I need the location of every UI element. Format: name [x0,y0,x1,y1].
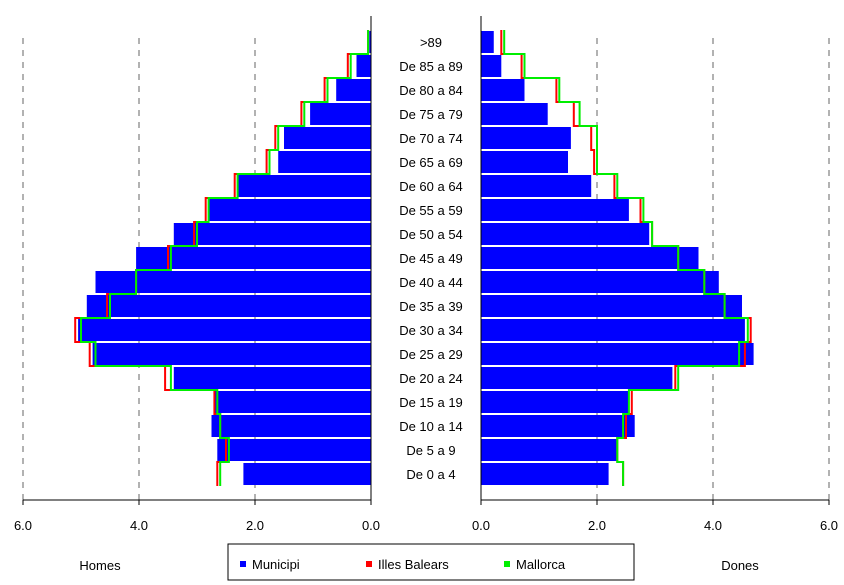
bar-homes [356,55,371,77]
x-tick-label: 6.0 [820,518,838,533]
legend-label: Municipi [252,557,300,572]
bar-homes [86,295,372,317]
bar-homes [78,319,371,341]
age-label: De 75 a 79 [399,107,463,122]
age-label: De 10 a 14 [399,419,463,434]
right-side-label: Dones [721,558,759,573]
bar-dones [481,343,754,365]
age-label: De 80 a 84 [399,83,463,98]
x-axes: 0.0 0.0 2.0 2.0 4.0 4.0 6.0 6.0 [14,16,838,533]
bar-dones [481,127,571,149]
bar-dones [481,55,502,77]
outline-homes-illes-balears [74,30,370,486]
bar-dones [481,439,618,461]
age-label: De 35 a 39 [399,299,463,314]
x-tick-label: 6.0 [14,518,32,533]
bar-homes [173,367,371,389]
x-tick-label: 2.0 [588,518,606,533]
bar-dones [481,175,592,197]
x-tick-label: 0.0 [472,518,490,533]
bar-dones [481,271,719,293]
age-label: De 85 a 89 [399,59,463,74]
bar-homes [92,343,371,365]
legend-swatch-illes-balears [366,561,372,567]
bar-homes [214,391,371,413]
municipi-bars [78,31,754,485]
bar-homes [278,151,371,173]
bar-homes [173,223,371,245]
legend: Municipi Illes Balears Mallorca [227,543,635,581]
legend-swatch-municipi [240,561,246,567]
age-label: De 65 a 69 [399,155,463,170]
bar-homes [243,463,371,485]
age-label: De 20 a 24 [399,371,463,386]
bar-homes [208,199,371,221]
age-label: De 25 a 29 [399,347,463,362]
age-label: De 55 a 59 [399,203,463,218]
bar-homes [211,415,371,437]
bar-dones [481,391,629,413]
bar-homes [369,31,371,53]
legend-box [227,543,635,581]
age-label: De 15 a 19 [399,395,463,410]
bar-homes [310,103,371,125]
legend-swatch-mallorca [504,561,510,567]
age-label: >89 [420,35,442,50]
left-side-label: Homes [79,558,121,573]
age-label: De 5 a 9 [406,443,455,458]
bar-homes [284,127,371,149]
bar-dones [481,79,525,101]
legend-label: Mallorca [516,557,566,572]
bar-dones [481,295,742,317]
age-label: De 70 a 74 [399,131,463,146]
bar-homes [95,271,371,293]
age-label: De 0 a 4 [406,467,455,482]
bar-dones [481,199,629,221]
age-label: De 60 a 64 [399,179,463,194]
bar-dones [481,247,699,269]
x-tick-label: 4.0 [704,518,722,533]
age-group-labels: De 0 a 4 De 5 a 9 De 10 a 14 De 15 a 19 De 2… [399,35,463,482]
bar-homes [217,439,371,461]
legend-label: Illes Balears [378,557,449,572]
age-label: De 30 a 34 [399,323,463,338]
bar-homes [336,79,371,101]
bar-dones [481,415,635,437]
bar-homes [237,175,371,197]
bar-dones [481,103,548,125]
bar-dones [481,463,609,485]
x-tick-label: 4.0 [130,518,148,533]
bar-dones [481,151,568,173]
x-tick-label: 2.0 [246,518,264,533]
bar-dones [481,31,494,53]
outline-dones-mallorca [503,30,749,486]
bar-homes [136,247,371,269]
comparison-outlines [74,30,752,486]
age-label: De 50 a 54 [399,227,463,242]
bar-dones [481,367,673,389]
age-label: De 45 a 49 [399,251,463,266]
age-label: De 40 a 44 [399,275,463,290]
x-tick-label: 0.0 [362,518,380,533]
outline-homes-mallorca [80,30,370,486]
bar-dones [481,319,745,341]
bar-dones [481,223,650,245]
